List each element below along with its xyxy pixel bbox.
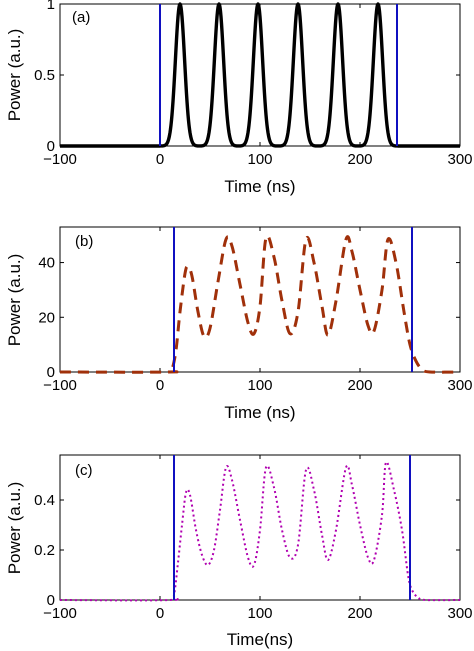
y-tick-label: 20 (38, 309, 55, 326)
series-line (58, 2, 462, 148)
x-axis-title: Time (ns) (224, 177, 295, 196)
y-axis-title: Power (a.u.) (5, 29, 24, 122)
x-tick-label: 0 (156, 151, 164, 168)
x-tick-label: 300 (447, 377, 472, 394)
x-tick-label: 200 (347, 377, 372, 394)
y-axis-title: Power (a.u.) (5, 254, 24, 347)
series-line (59, 461, 461, 602)
panel-label: (c) (75, 462, 93, 479)
x-tick-label: 300 (447, 151, 472, 168)
panel-b: (b) Power (a.u.) Time (ns) −100 0 100 200 30… (5, 226, 473, 422)
x-tick-label: 100 (247, 605, 272, 622)
panel-label: (b) (75, 233, 93, 250)
x-axis-title: Time (ns) (224, 403, 295, 422)
x-tick-label: −100 (43, 151, 77, 168)
y-axis-title: Power (a.u.) (5, 482, 24, 575)
y-tick-label: 0.4 (34, 492, 55, 509)
panel-c: (c) Power (a.u.) Time(ns) −100 0 100 200 300… (5, 454, 473, 649)
y-tick-label: 0 (47, 138, 55, 155)
x-tick-label: 0 (156, 377, 164, 394)
panel-label: (a) (72, 9, 90, 26)
series-group (58, 2, 462, 148)
y-tick-label: 0 (47, 592, 55, 609)
series-line (59, 234, 461, 374)
x-tick-label: 0 (156, 605, 164, 622)
x-tick-label: 300 (447, 605, 472, 622)
x-tick-label: 100 (247, 151, 272, 168)
x-tick-label: 200 (347, 605, 372, 622)
x-tick-label: −100 (43, 605, 77, 622)
y-tick-label: 0.5 (34, 67, 55, 84)
series-group (59, 455, 461, 602)
x-tick-label: −100 (43, 377, 77, 394)
y-tick-label: 0 (47, 364, 55, 381)
panel-a: (a) Power (a.u.) Time (ns) −100 0 100 200 30… (5, 0, 473, 196)
series-group (59, 227, 461, 374)
x-tick-label: 200 (347, 151, 372, 168)
y-tick-label: 1 (47, 0, 55, 13)
y-tick-label: 40 (38, 255, 55, 272)
y-tick-label: 0.2 (34, 542, 55, 559)
x-axis-title: Time(ns) (227, 630, 293, 649)
x-tick-label: 100 (247, 377, 272, 394)
